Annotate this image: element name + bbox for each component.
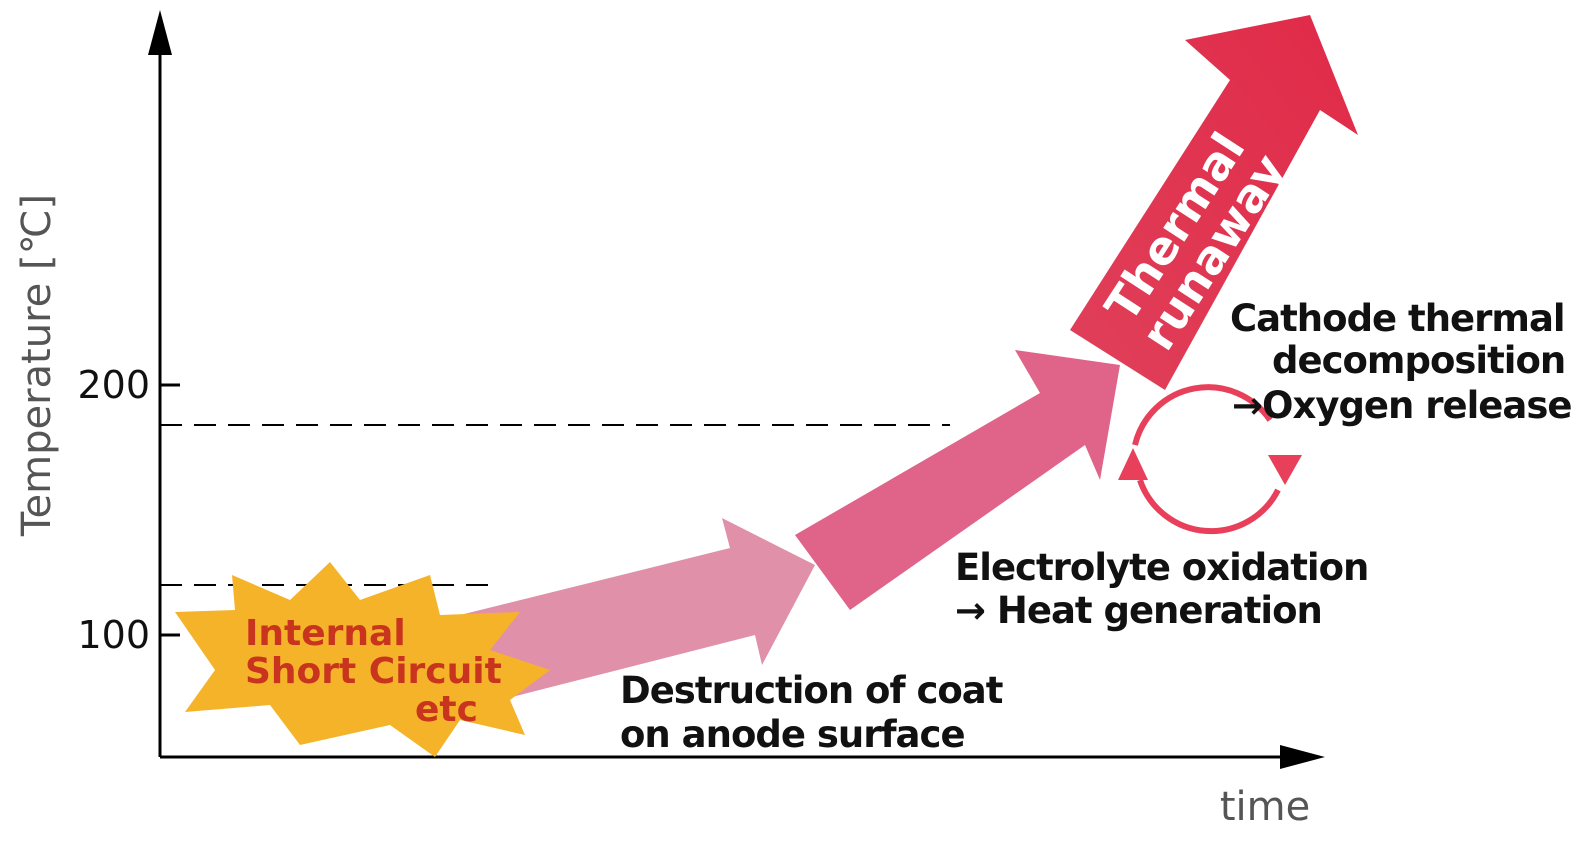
stage-line: Cathode thermal xyxy=(1230,297,1565,340)
stage-line: →Oxygen release xyxy=(1232,384,1571,427)
y-axis-label: Temperature [℃] xyxy=(14,194,60,537)
starburst xyxy=(175,562,550,757)
stage-line: → Heat generation xyxy=(955,589,1322,632)
trigger-line: etc xyxy=(415,689,478,730)
runaway-arrow xyxy=(1070,15,1358,390)
stage-arrow xyxy=(795,350,1120,610)
tick-label: 100 xyxy=(77,613,150,657)
cycle-arrowhead xyxy=(1268,455,1302,485)
y-axis-arrow xyxy=(148,10,172,55)
x-axis-label: time xyxy=(1220,784,1310,830)
trigger-line: Internal xyxy=(245,613,406,654)
cycle-arrowhead xyxy=(1118,448,1148,480)
cycle-arc xyxy=(1132,384,1273,446)
cycle-arc xyxy=(1137,479,1281,535)
stage-line: Electrolyte oxidation xyxy=(955,546,1368,589)
x-axis-arrow xyxy=(1280,745,1325,769)
stage-line: decomposition xyxy=(1272,339,1565,382)
stage-line: Destruction of coat xyxy=(620,669,1003,712)
trigger-line: Short Circuit xyxy=(245,651,502,692)
stage-arrow xyxy=(460,518,815,700)
stage-line: on anode surface xyxy=(620,713,965,756)
tick-label: 200 xyxy=(77,363,150,407)
